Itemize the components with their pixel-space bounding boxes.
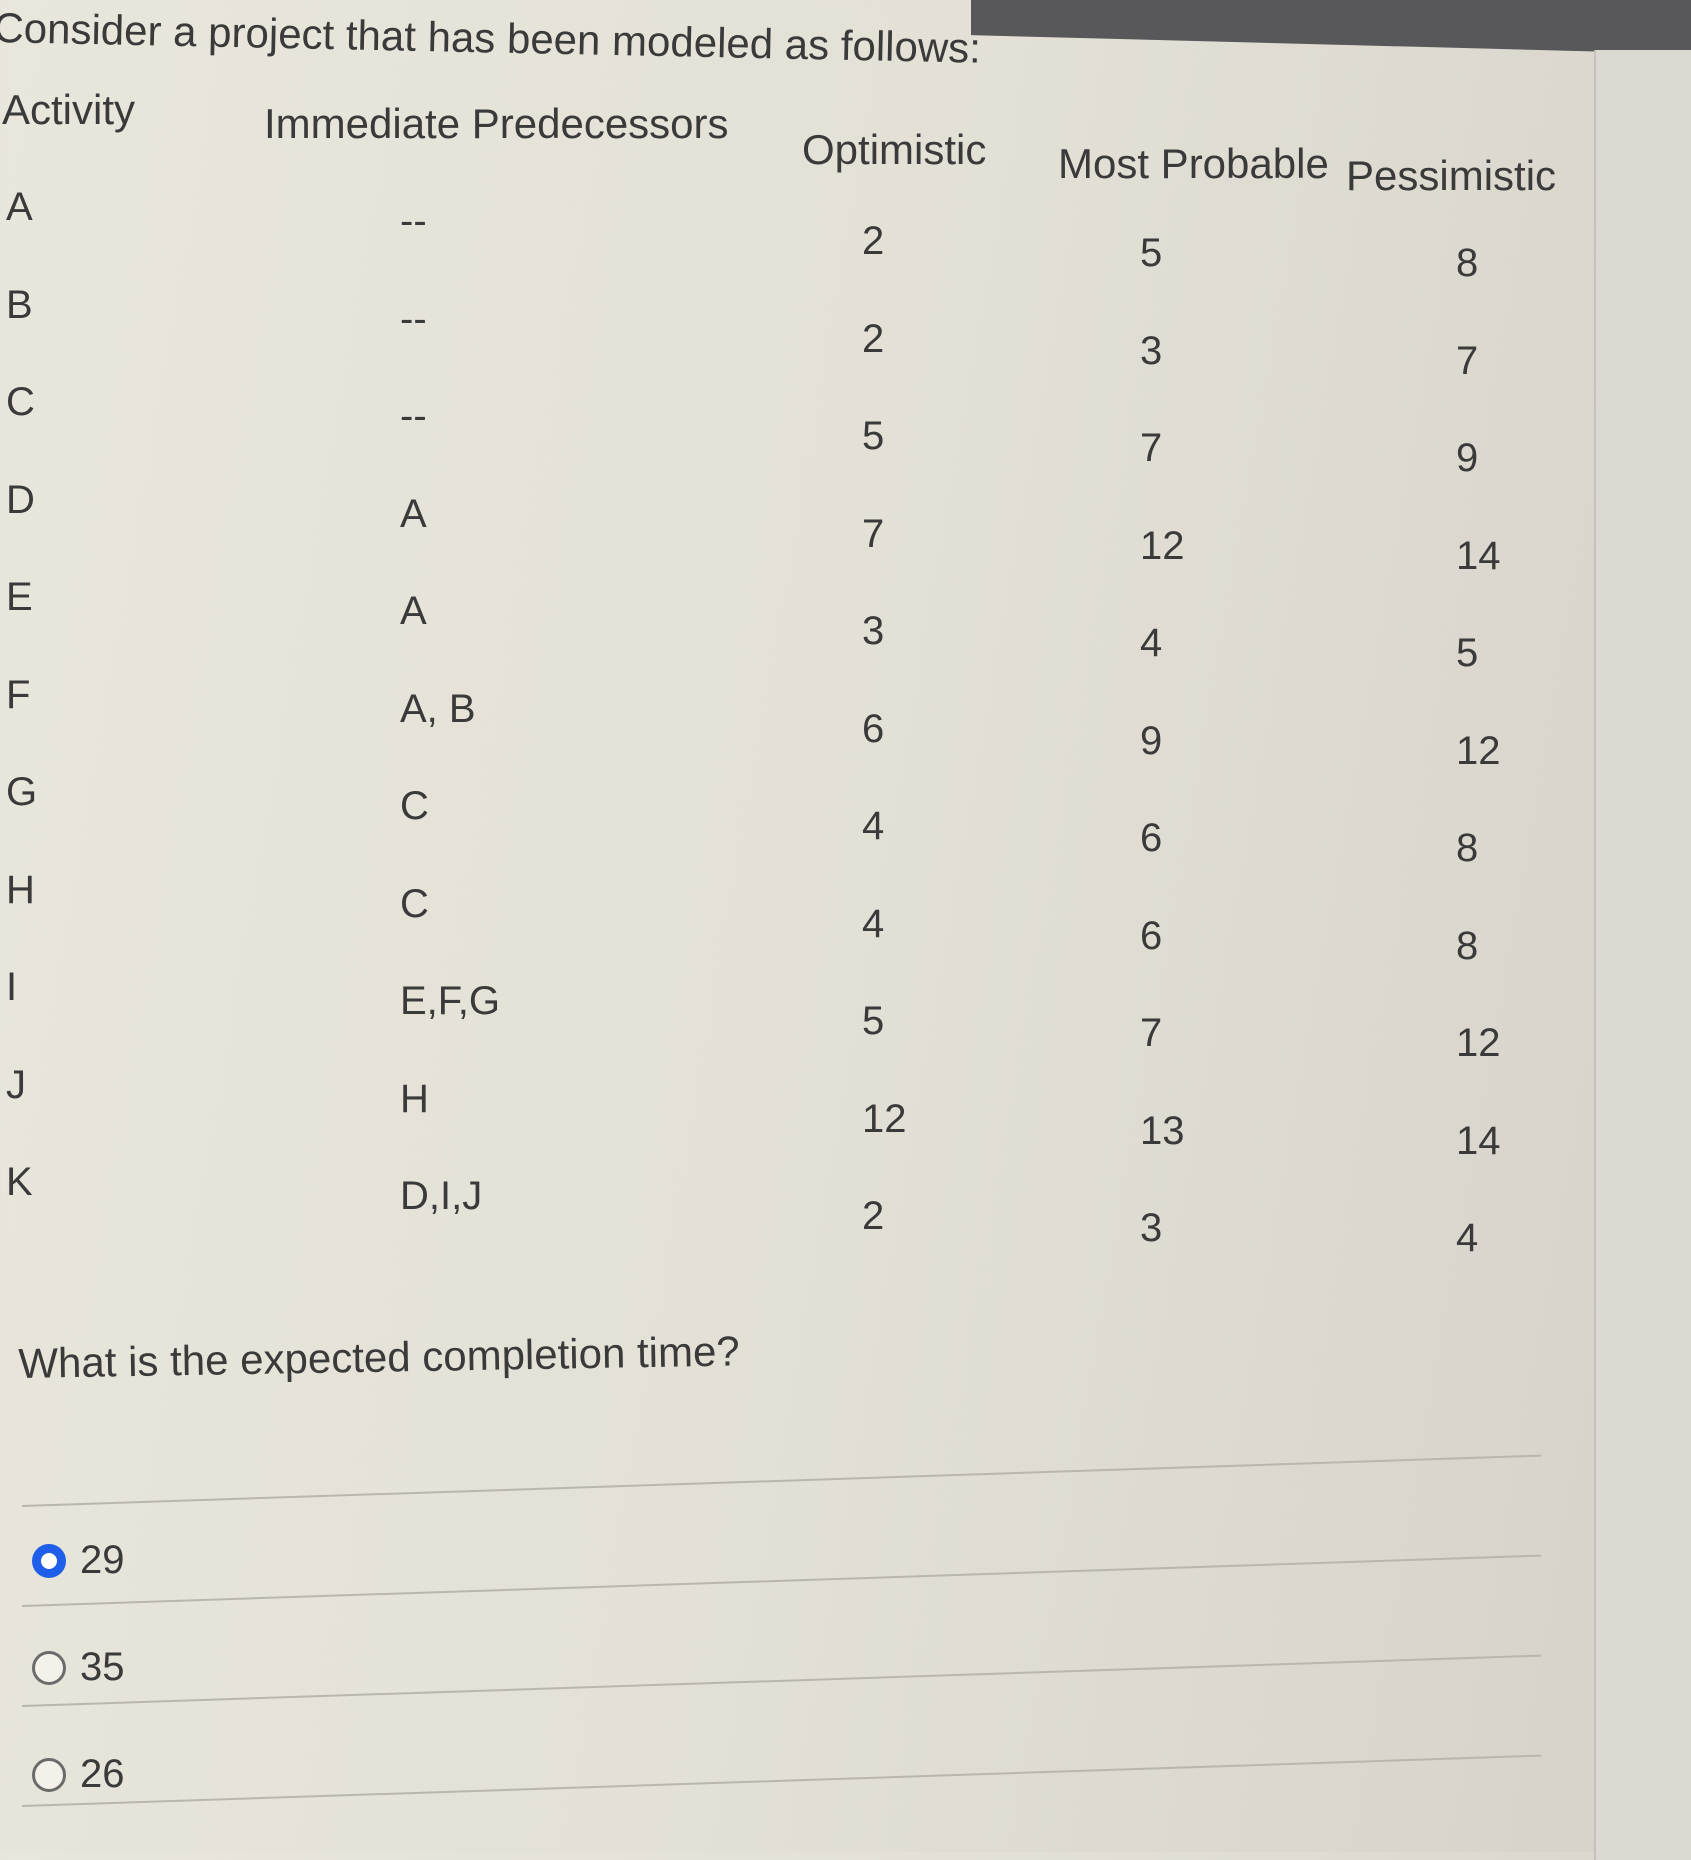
cell-activity: D	[6, 477, 35, 522]
cell-activity: H	[6, 867, 35, 912]
cell-pred: D,I,J	[400, 1174, 483, 1218]
cell-opt: 12	[862, 1096, 907, 1141]
cell-pess: 14	[1456, 533, 1501, 578]
divider	[21, 1454, 1542, 1507]
cell-activity: C	[6, 380, 35, 424]
table-row: F A, B 6 9 12	[0, 672, 1590, 773]
cell-activity: B	[6, 282, 33, 327]
cell-opt: 5	[862, 414, 885, 458]
cell-opt: 2	[862, 316, 885, 361]
cell-activity: G	[6, 770, 38, 814]
cell-pred: C	[400, 881, 429, 926]
cell-opt: 7	[862, 511, 885, 556]
radio-icon[interactable]	[32, 1650, 66, 1685]
cell-pess: 8	[1456, 826, 1479, 870]
cell-mp: 13	[1140, 1108, 1185, 1153]
cell-pred: --	[400, 394, 427, 438]
table-row: B -- 2 3 7	[0, 282, 1590, 383]
table-row: G C 4 6 8	[0, 770, 1590, 870]
header-pessimistic: Pessimistic	[1346, 152, 1557, 199]
cell-opt: 4	[862, 901, 885, 946]
cell-mp: 6	[1140, 913, 1163, 958]
header-most-probable: Most Probable	[1058, 140, 1329, 187]
cell-mp: 3	[1140, 1206, 1163, 1250]
table-row: H C 4 6 8	[0, 867, 1590, 968]
cell-pred: C	[400, 784, 429, 828]
question-prompt: Consider a project that has been modeled…	[0, 4, 982, 72]
cell-pess: 14	[1456, 1118, 1501, 1163]
cell-pred: A	[400, 589, 427, 633]
cell-pred: --	[400, 296, 427, 341]
cell-pess: 8	[1456, 241, 1479, 285]
table-row: A -- 2 5 8	[0, 185, 1590, 285]
cell-opt: 4	[862, 804, 885, 848]
cell-opt: 2	[862, 1194, 885, 1238]
option-label: 29	[80, 1538, 125, 1582]
cell-pess: 9	[1456, 436, 1479, 480]
option-label: 35	[80, 1645, 125, 1689]
cell-pess: 7	[1456, 338, 1479, 383]
cell-mp: 9	[1140, 718, 1163, 763]
header-activity: Activity	[2, 86, 136, 133]
cell-pred: E,F,G	[400, 979, 501, 1023]
table-row: C -- 5 7 9	[0, 380, 1590, 480]
cell-opt: 5	[862, 999, 885, 1043]
table-row: E A 3 4 5	[0, 575, 1590, 675]
divider	[21, 1754, 1542, 1807]
table-row: K D,I,J 2 3 4	[0, 1160, 1590, 1260]
cell-mp: 3	[1140, 328, 1163, 373]
cell-activity: K	[6, 1160, 33, 1204]
table-row: J H 12 13 14	[0, 1062, 1590, 1163]
cell-mp: 6	[1140, 816, 1163, 860]
cell-activity: A	[6, 185, 33, 229]
cell-pess: 5	[1456, 631, 1479, 675]
cell-activity: I	[6, 965, 18, 1009]
cell-pess: 4	[1456, 1216, 1479, 1260]
header-optimistic: Optimistic	[802, 126, 987, 173]
cell-pess: 8	[1456, 923, 1479, 968]
answer-option-35[interactable]: 35	[32, 1645, 125, 1690]
cell-mp: 5	[1140, 231, 1163, 275]
radio-selected-icon[interactable]	[32, 1543, 66, 1578]
cell-opt: 2	[862, 219, 885, 263]
cell-pred: A, B	[400, 686, 476, 731]
divider	[21, 1654, 1542, 1707]
cell-activity: E	[6, 575, 33, 619]
cell-activity: F	[6, 672, 31, 717]
table-row: D A 7 12 14	[0, 477, 1590, 578]
cell-opt: 6	[862, 706, 885, 751]
answer-option-26[interactable]: 26	[32, 1752, 125, 1797]
table-row: I E,F,G 5 7 12	[0, 965, 1590, 1065]
browser-top-bar	[971, 0, 1691, 55]
cell-mp: 4	[1140, 621, 1163, 665]
option-label: 26	[80, 1752, 125, 1796]
cell-opt: 3	[862, 609, 885, 653]
cell-mp: 7	[1140, 426, 1163, 470]
cell-pred: A	[400, 491, 427, 536]
cell-mp: 12	[1140, 523, 1185, 568]
answer-option-29[interactable]: 29	[32, 1538, 125, 1583]
cell-pred: --	[400, 199, 427, 243]
header-predecessors: Immediate Predecessors	[264, 100, 729, 147]
right-pane	[1594, 50, 1691, 1860]
question-text: What is the expected completion time?	[18, 1327, 741, 1387]
divider	[21, 1554, 1542, 1607]
cell-pess: 12	[1456, 728, 1501, 773]
cell-pred: H	[400, 1076, 429, 1121]
cell-mp: 7	[1140, 1011, 1163, 1055]
radio-icon[interactable]	[32, 1757, 66, 1792]
cell-pess: 12	[1456, 1021, 1501, 1065]
cell-activity: J	[6, 1062, 26, 1107]
